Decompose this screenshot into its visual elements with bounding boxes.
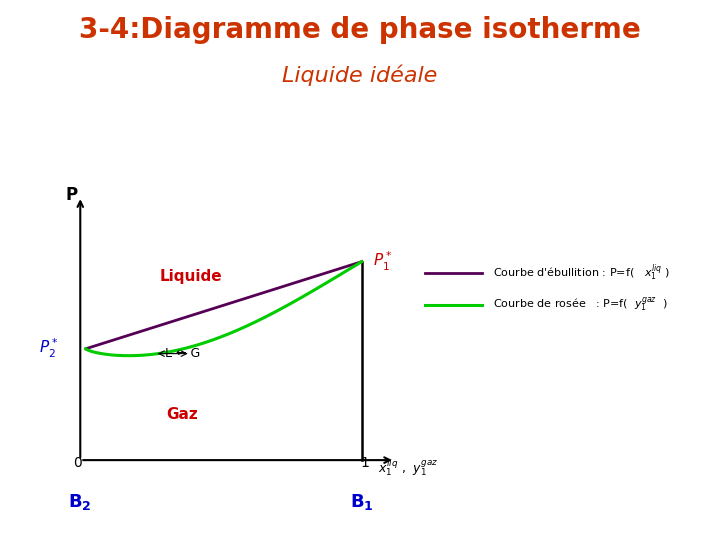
Text: $P_1^*$: $P_1^*$ — [373, 250, 392, 273]
Text: 0: 0 — [73, 456, 82, 470]
Text: Gaz: Gaz — [166, 407, 198, 422]
Text: 1: 1 — [360, 456, 369, 470]
Text: Liquide idéale: Liquide idéale — [282, 65, 438, 86]
Text: P: P — [66, 186, 78, 204]
Text: $\mathbf{B_2}$: $\mathbf{B_2}$ — [68, 491, 92, 511]
Text: Courbe d'ébullition : P=f(   $x_1^{liq}$ ): Courbe d'ébullition : P=f( $x_1^{liq}$ ) — [493, 262, 670, 283]
Text: L ← G: L ← G — [165, 347, 200, 360]
Text: Courbe de rosée   : P=f(  $y_1^{gaz}$  ): Courbe de rosée : P=f( $y_1^{gaz}$ ) — [493, 296, 668, 314]
Text: 3-4:Diagramme de phase isotherme: 3-4:Diagramme de phase isotherme — [79, 16, 641, 44]
Text: $x_1^{liq}$ ,  $y_1^{gaz}$: $x_1^{liq}$ , $y_1^{gaz}$ — [379, 457, 439, 478]
Text: Liquide: Liquide — [159, 268, 222, 284]
Text: $\mathbf{B_1}$: $\mathbf{B_1}$ — [350, 491, 374, 511]
Text: $P_2^*$: $P_2^*$ — [39, 337, 58, 360]
